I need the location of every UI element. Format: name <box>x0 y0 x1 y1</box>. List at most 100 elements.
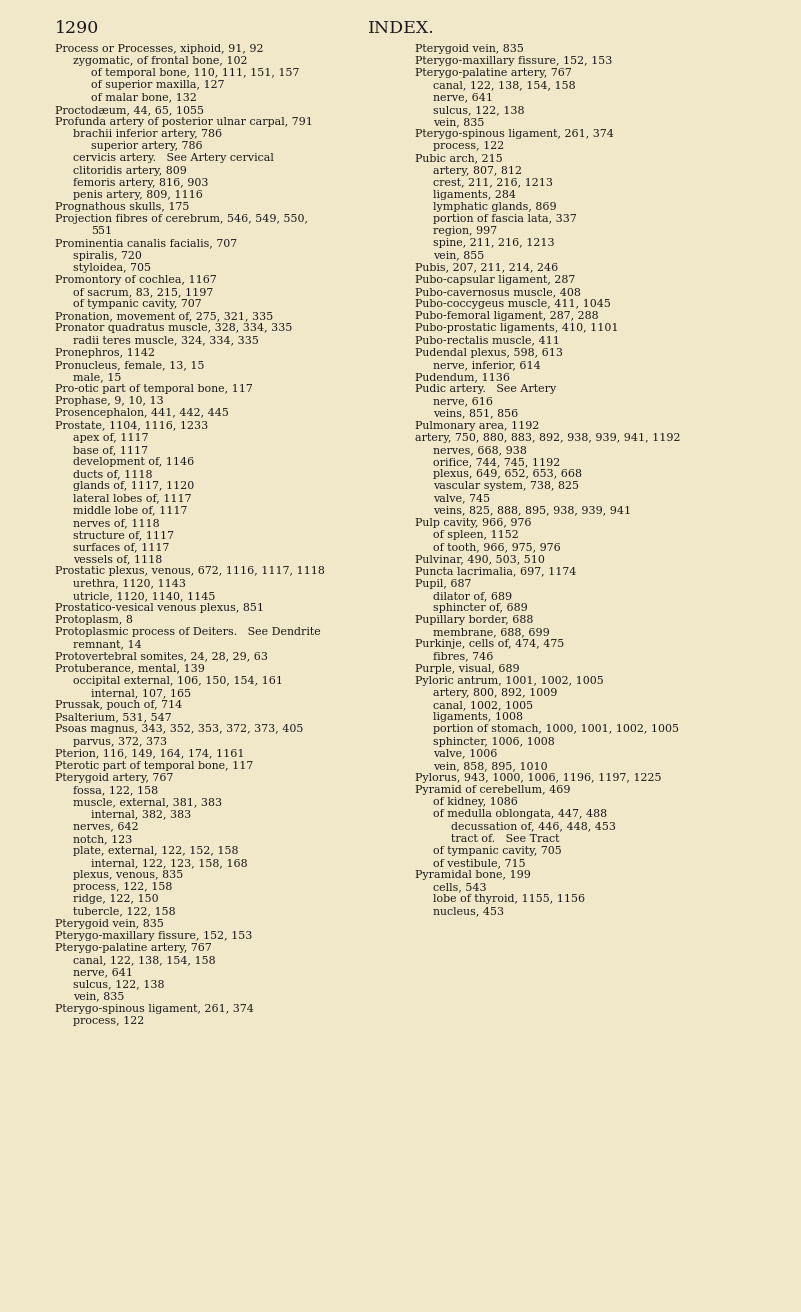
Text: cells, 543: cells, 543 <box>433 883 487 892</box>
Text: sphincter, 1006, 1008: sphincter, 1006, 1008 <box>433 736 555 747</box>
Text: base of, 1117: base of, 1117 <box>73 445 148 455</box>
Text: Pubo-coccygeus muscle, 411, 1045: Pubo-coccygeus muscle, 411, 1045 <box>415 299 611 310</box>
Text: of medulla oblongata, 447, 488: of medulla oblongata, 447, 488 <box>433 810 607 820</box>
Text: Pubo-capsular ligament, 287: Pubo-capsular ligament, 287 <box>415 274 575 285</box>
Text: of tympanic cavity, 705: of tympanic cavity, 705 <box>433 846 562 855</box>
Text: lateral lobes of, 1117: lateral lobes of, 1117 <box>73 493 191 504</box>
Text: canal, 122, 138, 154, 158: canal, 122, 138, 154, 158 <box>73 955 215 966</box>
Text: Pterotic part of temporal bone, 117: Pterotic part of temporal bone, 117 <box>55 761 253 771</box>
Text: portion of stomach, 1000, 1001, 1002, 1005: portion of stomach, 1000, 1001, 1002, 10… <box>433 724 679 735</box>
Text: Pterygo-maxillary fissure, 152, 153: Pterygo-maxillary fissure, 152, 153 <box>415 56 613 66</box>
Text: structure of, 1117: structure of, 1117 <box>73 530 174 541</box>
Text: styloidea, 705: styloidea, 705 <box>73 262 151 273</box>
Text: of tympanic cavity, 707: of tympanic cavity, 707 <box>73 299 202 310</box>
Text: nerve, 616: nerve, 616 <box>433 396 493 407</box>
Text: Promontory of cochlea, 1167: Promontory of cochlea, 1167 <box>55 274 217 285</box>
Text: Pterygoid vein, 835: Pterygoid vein, 835 <box>55 918 164 929</box>
Text: crest, 211, 216, 1213: crest, 211, 216, 1213 <box>433 177 553 188</box>
Text: of vestibule, 715: of vestibule, 715 <box>433 858 525 869</box>
Text: internal, 382, 383: internal, 382, 383 <box>91 810 191 820</box>
Text: Pudendum, 1136: Pudendum, 1136 <box>415 373 510 382</box>
Text: vascular system, 738, 825: vascular system, 738, 825 <box>433 482 579 492</box>
Text: Purkinje, cells of, 474, 475: Purkinje, cells of, 474, 475 <box>415 639 564 649</box>
Text: ligaments, 284: ligaments, 284 <box>433 190 516 199</box>
Text: Pulmonary area, 1192: Pulmonary area, 1192 <box>415 421 539 430</box>
Text: 551: 551 <box>91 226 112 236</box>
Text: process, 122: process, 122 <box>73 1015 144 1026</box>
Text: parvus, 372, 373: parvus, 372, 373 <box>73 736 167 747</box>
Text: lymphatic glands, 869: lymphatic glands, 869 <box>433 202 557 213</box>
Text: of superior maxilla, 127: of superior maxilla, 127 <box>91 80 224 91</box>
Text: Protoplasm, 8: Protoplasm, 8 <box>55 615 133 625</box>
Text: veins, 825, 888, 895, 938, 939, 941: veins, 825, 888, 895, 938, 939, 941 <box>433 505 631 516</box>
Text: of tooth, 966, 975, 976: of tooth, 966, 975, 976 <box>433 542 561 552</box>
Text: vein, 858, 895, 1010: vein, 858, 895, 1010 <box>433 761 548 771</box>
Text: process, 122: process, 122 <box>433 142 505 151</box>
Text: sulcus, 122, 138: sulcus, 122, 138 <box>73 980 164 989</box>
Text: Projection fibres of cerebrum, 546, 549, 550,: Projection fibres of cerebrum, 546, 549,… <box>55 214 308 224</box>
Text: urethra, 1120, 1143: urethra, 1120, 1143 <box>73 579 186 589</box>
Text: Pronephros, 1142: Pronephros, 1142 <box>55 348 155 358</box>
Text: valve, 745: valve, 745 <box>433 493 490 504</box>
Text: ligaments, 1008: ligaments, 1008 <box>433 712 523 722</box>
Text: Pulp cavity, 966, 976: Pulp cavity, 966, 976 <box>415 518 532 527</box>
Text: brachii inferior artery, 786: brachii inferior artery, 786 <box>73 129 222 139</box>
Text: muscle, external, 381, 383: muscle, external, 381, 383 <box>73 798 222 807</box>
Text: plexus, venous, 835: plexus, venous, 835 <box>73 870 183 880</box>
Text: Pyloric antrum, 1001, 1002, 1005: Pyloric antrum, 1001, 1002, 1005 <box>415 676 604 686</box>
Text: plate, external, 122, 152, 158: plate, external, 122, 152, 158 <box>73 846 239 855</box>
Text: occipital external, 106, 150, 154, 161: occipital external, 106, 150, 154, 161 <box>73 676 283 686</box>
Text: Pubic arch, 215: Pubic arch, 215 <box>415 154 503 164</box>
Text: canal, 122, 138, 154, 158: canal, 122, 138, 154, 158 <box>433 80 576 91</box>
Text: lobe of thyroid, 1155, 1156: lobe of thyroid, 1155, 1156 <box>433 895 585 904</box>
Text: penis artery, 809, 1116: penis artery, 809, 1116 <box>73 190 203 199</box>
Text: nerves of, 1118: nerves of, 1118 <box>73 518 159 527</box>
Text: nerve, 641: nerve, 641 <box>433 93 493 102</box>
Text: Pubo-prostatic ligaments, 410, 1101: Pubo-prostatic ligaments, 410, 1101 <box>415 324 618 333</box>
Text: vein, 835: vein, 835 <box>433 117 485 127</box>
Text: tract of.   See Tract: tract of. See Tract <box>451 833 560 844</box>
Text: Prostate, 1104, 1116, 1233: Prostate, 1104, 1116, 1233 <box>55 421 208 430</box>
Text: Puncta lacrimalia, 697, 1174: Puncta lacrimalia, 697, 1174 <box>415 567 577 576</box>
Text: Pyramid of cerebellum, 469: Pyramid of cerebellum, 469 <box>415 785 570 795</box>
Text: Pubis, 207, 211, 214, 246: Pubis, 207, 211, 214, 246 <box>415 262 558 273</box>
Text: clitoridis artery, 809: clitoridis artery, 809 <box>73 165 187 176</box>
Text: membrane, 688, 699: membrane, 688, 699 <box>433 627 549 638</box>
Text: Protoplasmic process of Deiters.   See Dendrite: Protoplasmic process of Deiters. See Den… <box>55 627 320 638</box>
Text: valve, 1006: valve, 1006 <box>433 749 497 758</box>
Text: tubercle, 122, 158: tubercle, 122, 158 <box>73 907 175 917</box>
Text: Pterygo-spinous ligament, 261, 374: Pterygo-spinous ligament, 261, 374 <box>415 129 614 139</box>
Text: portion of fascia lata, 337: portion of fascia lata, 337 <box>433 214 577 224</box>
Text: Pterygo-palatine artery, 767: Pterygo-palatine artery, 767 <box>415 68 572 79</box>
Text: Process or Processes, xiphoid, 91, 92: Process or Processes, xiphoid, 91, 92 <box>55 45 264 54</box>
Text: nerve, 641: nerve, 641 <box>73 967 133 977</box>
Text: internal, 122, 123, 158, 168: internal, 122, 123, 158, 168 <box>91 858 248 869</box>
Text: spiralis, 720: spiralis, 720 <box>73 251 142 261</box>
Text: Pterygo-spinous ligament, 261, 374: Pterygo-spinous ligament, 261, 374 <box>55 1004 254 1014</box>
Text: Pupillary border, 688: Pupillary border, 688 <box>415 615 533 625</box>
Text: male, 15: male, 15 <box>73 373 122 382</box>
Text: Pro-otic part of temporal bone, 117: Pro-otic part of temporal bone, 117 <box>55 384 253 394</box>
Text: of spleen, 1152: of spleen, 1152 <box>433 530 519 541</box>
Text: Pronation, movement of, 275, 321, 335: Pronation, movement of, 275, 321, 335 <box>55 311 273 321</box>
Text: vessels of, 1118: vessels of, 1118 <box>73 554 163 564</box>
Text: Prognathous skulls, 175: Prognathous skulls, 175 <box>55 202 189 213</box>
Text: of malar bone, 132: of malar bone, 132 <box>91 93 197 102</box>
Text: Pubo-femoral ligament, 287, 288: Pubo-femoral ligament, 287, 288 <box>415 311 598 321</box>
Text: Purple, visual, 689: Purple, visual, 689 <box>415 664 520 673</box>
Text: Pronucleus, female, 13, 15: Pronucleus, female, 13, 15 <box>55 359 204 370</box>
Text: process, 122, 158: process, 122, 158 <box>73 883 172 892</box>
Text: nerves, 642: nerves, 642 <box>73 821 139 832</box>
Text: Pulvinar, 490, 503, 510: Pulvinar, 490, 503, 510 <box>415 554 545 564</box>
Text: development of, 1146: development of, 1146 <box>73 457 195 467</box>
Text: Prominentia canalis facialis, 707: Prominentia canalis facialis, 707 <box>55 239 237 248</box>
Text: spine, 211, 216, 1213: spine, 211, 216, 1213 <box>433 239 554 248</box>
Text: Protovertebral somites, 24, 28, 29, 63: Protovertebral somites, 24, 28, 29, 63 <box>55 652 268 661</box>
Text: femoris artery, 816, 903: femoris artery, 816, 903 <box>73 177 208 188</box>
Text: Profunda artery of posterior ulnar carpal, 791: Profunda artery of posterior ulnar carpa… <box>55 117 313 127</box>
Text: veins, 851, 856: veins, 851, 856 <box>433 408 518 419</box>
Text: utricle, 1120, 1140, 1145: utricle, 1120, 1140, 1145 <box>73 590 215 601</box>
Text: Pyramidal bone, 199: Pyramidal bone, 199 <box>415 870 531 880</box>
Text: vein, 855: vein, 855 <box>433 251 485 261</box>
Text: fibres, 746: fibres, 746 <box>433 652 493 661</box>
